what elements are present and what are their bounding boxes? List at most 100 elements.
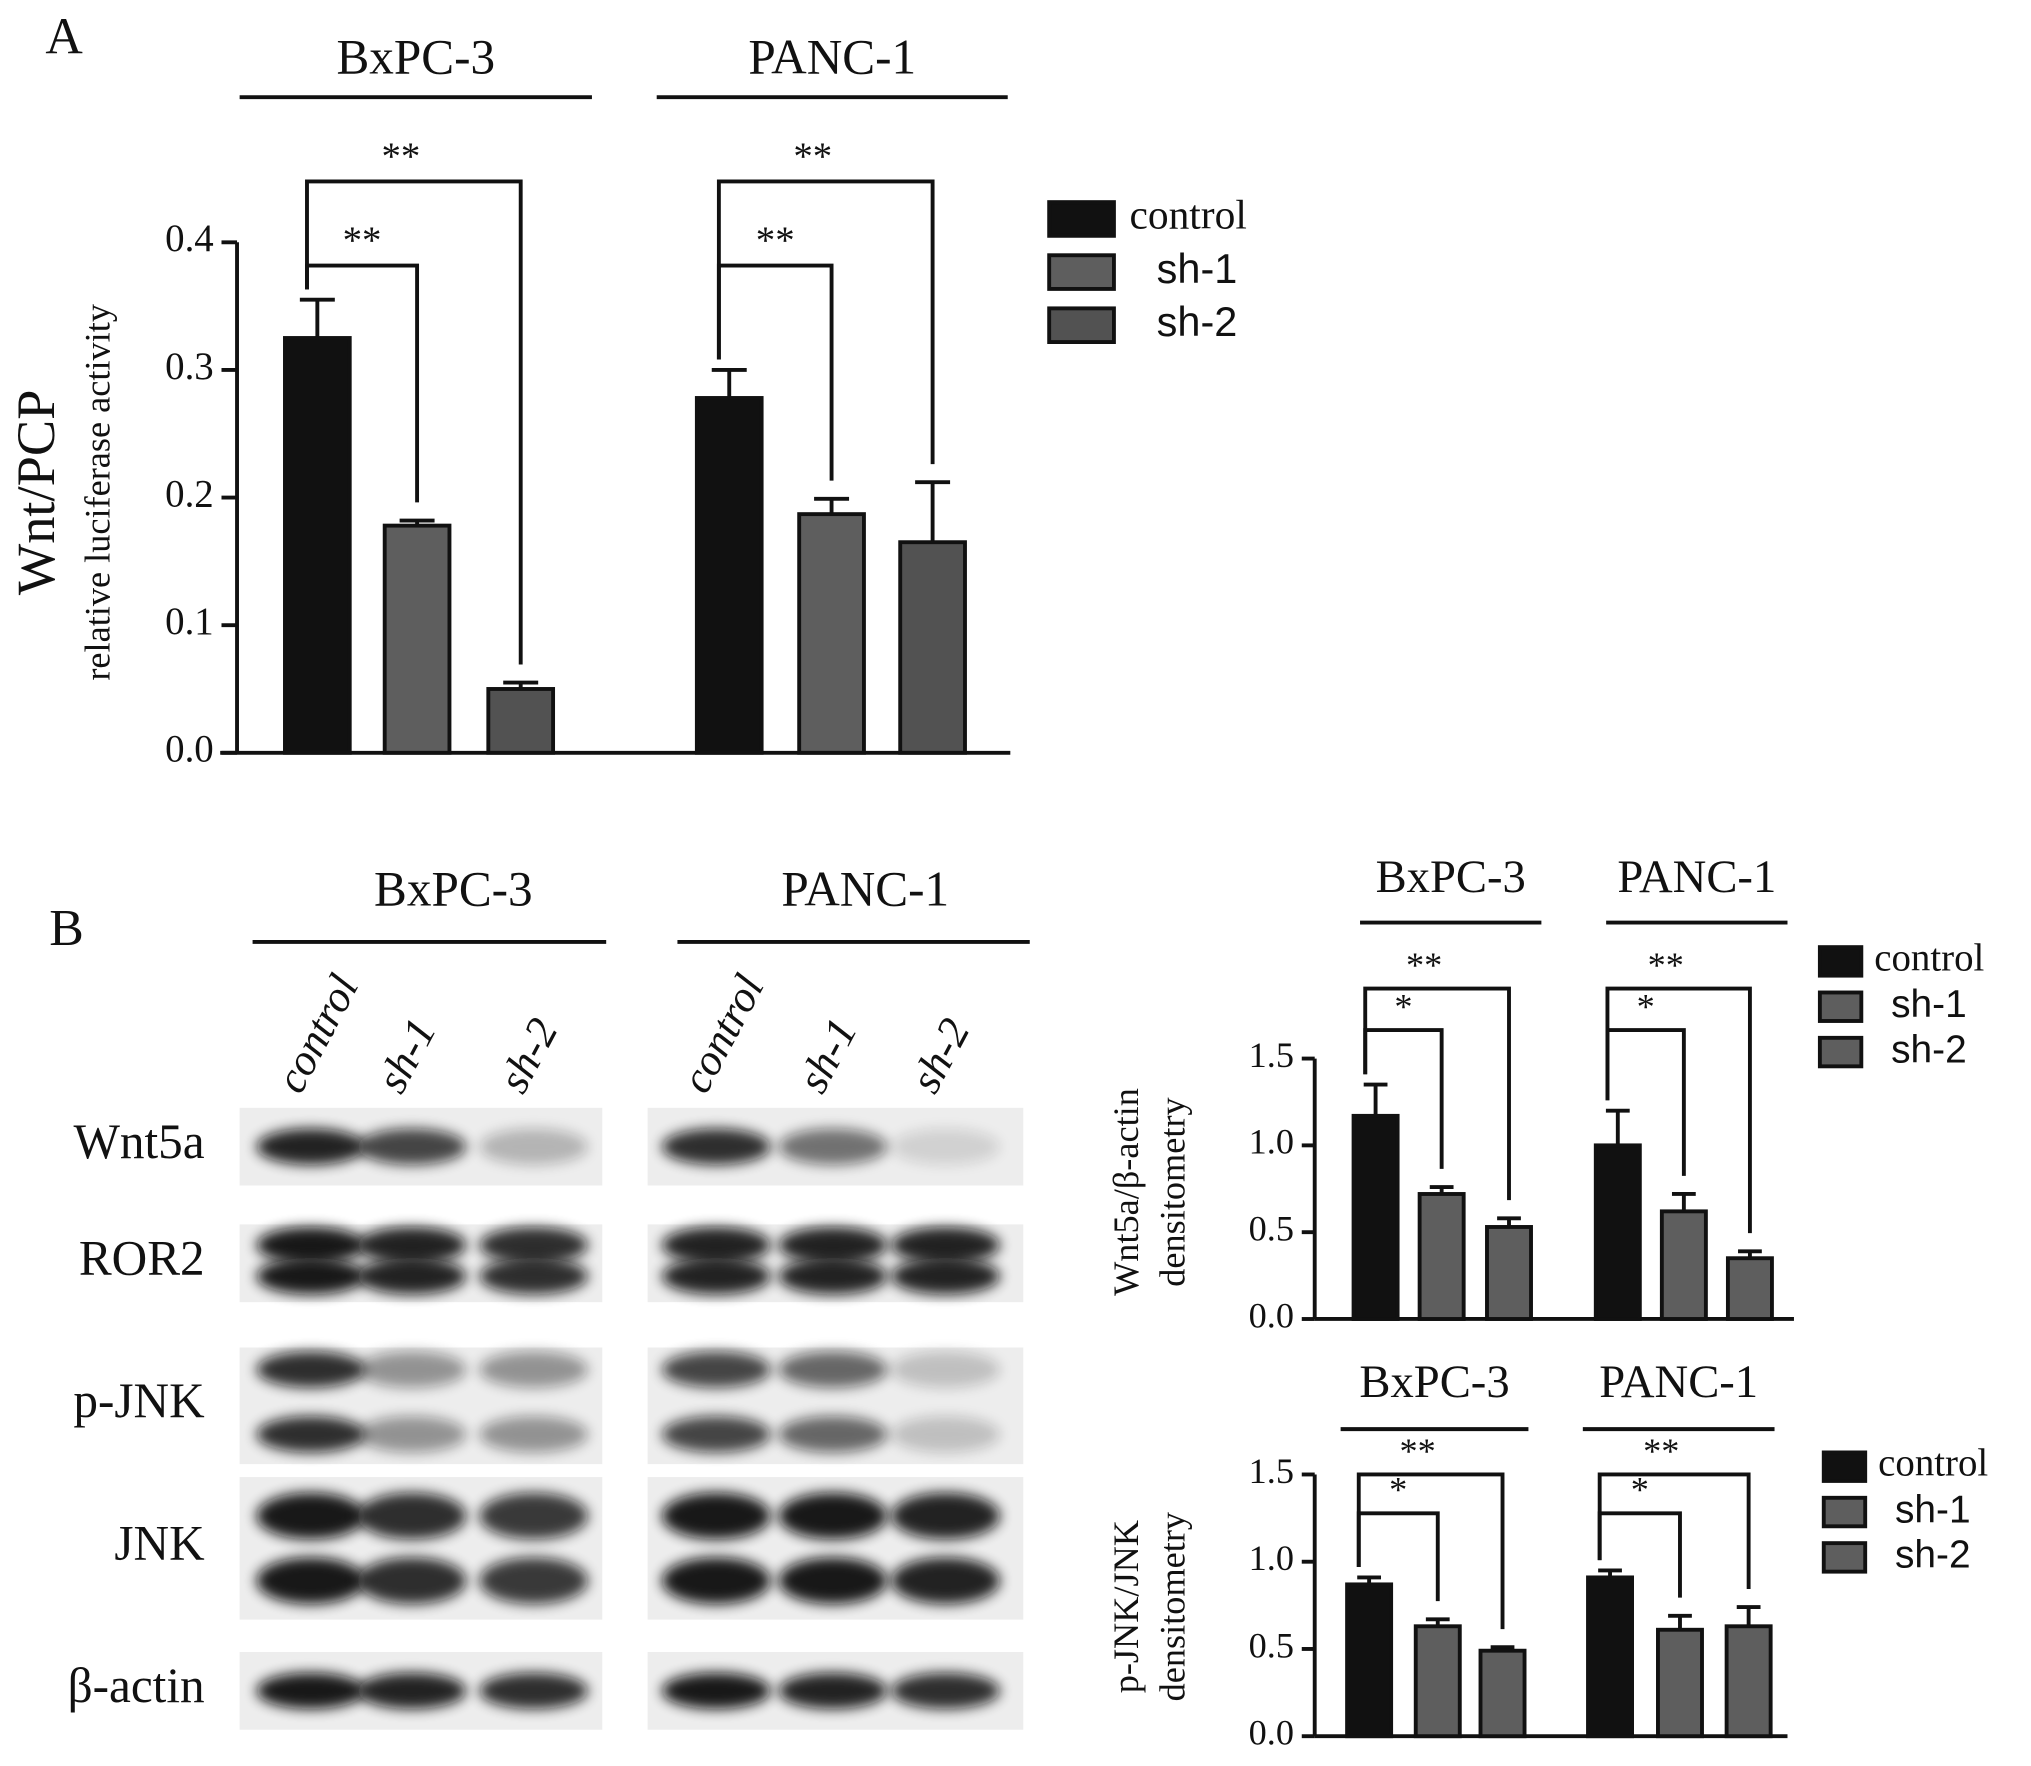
significance-label: **	[1643, 1431, 1679, 1471]
legend-label: sh-2	[1157, 298, 1238, 345]
blot-band	[891, 1672, 1000, 1709]
significance-bracket	[1597, 1472, 1751, 1589]
lane-label: sh-2	[489, 1010, 568, 1100]
significance-label: **	[381, 135, 420, 178]
blot-band	[357, 1351, 467, 1388]
blot-band	[661, 1492, 771, 1540]
bar	[1351, 1113, 1400, 1321]
legend-label: sh-1	[1895, 1488, 1971, 1531]
significance-bracket	[1363, 986, 1511, 1201]
y-tick-label: 1.5	[1249, 1451, 1294, 1491]
bar	[1724, 1624, 1773, 1739]
group-label: BxPC-3	[1359, 1356, 1509, 1408]
lane-label: sh-1	[788, 1010, 867, 1100]
y-tick-label: 0.3	[165, 345, 214, 388]
significance-label: *	[1637, 986, 1655, 1026]
blot-band	[357, 1492, 467, 1540]
bar	[1413, 1624, 1462, 1739]
blot-band	[479, 1258, 589, 1295]
blot-band	[891, 1416, 1000, 1453]
blot-band	[778, 1416, 888, 1453]
legend-swatch	[1821, 1495, 1868, 1529]
y-tick-label: 0.5	[1249, 1625, 1294, 1665]
blot-band	[479, 1416, 589, 1453]
blot-row-label: p-JNK	[73, 1373, 205, 1428]
legend-swatch	[1821, 1450, 1868, 1483]
bar	[1485, 1225, 1533, 1321]
blot-band	[256, 1128, 366, 1165]
blot-band	[256, 1492, 366, 1540]
bar	[1345, 1582, 1394, 1739]
significance-bracket	[1356, 1472, 1505, 1630]
blot-band	[891, 1227, 1000, 1264]
y-tick-label: 0.1	[165, 600, 214, 643]
bar	[382, 523, 452, 755]
blot-band	[891, 1351, 1000, 1388]
blot-band	[778, 1128, 888, 1165]
legend-label: sh-1	[1157, 245, 1238, 292]
blot-band	[891, 1258, 1000, 1295]
legend-label: control	[1878, 1442, 1988, 1485]
group-label: BxPC-3	[1376, 851, 1526, 903]
blot-band	[661, 1258, 771, 1295]
panel-label: B	[49, 900, 84, 957]
legend-swatch	[1821, 1541, 1868, 1574]
blot-group-label: BxPC-3	[374, 861, 533, 916]
y-axis-label: densitometry	[1152, 1512, 1192, 1701]
blot-band	[479, 1672, 589, 1709]
blot-band	[357, 1258, 467, 1295]
significance-bracket	[1605, 986, 1752, 1234]
blot-band	[479, 1128, 589, 1165]
blot-band	[256, 1227, 366, 1264]
blot-band	[661, 1672, 771, 1709]
bar	[1659, 1209, 1708, 1321]
bar	[1586, 1575, 1634, 1739]
bar	[486, 687, 556, 755]
significance-label: **	[756, 219, 795, 262]
blot-band	[891, 1557, 1000, 1605]
bar	[283, 336, 352, 755]
blot-band	[778, 1351, 888, 1388]
significance-label: **	[1400, 1431, 1436, 1471]
bar	[1478, 1648, 1527, 1739]
significance-bracket	[305, 179, 523, 665]
significance-bracket	[716, 179, 935, 465]
blot-band	[778, 1672, 888, 1709]
legend-swatch	[1817, 990, 1864, 1023]
bar	[797, 512, 866, 755]
bar	[694, 396, 764, 755]
blot-band	[661, 1416, 771, 1453]
blot-band	[256, 1258, 366, 1295]
significance-label: **	[1648, 945, 1684, 985]
panel-label: A	[45, 8, 83, 65]
blot-band	[479, 1227, 589, 1264]
significance-label: *	[1394, 986, 1412, 1026]
blot-band	[778, 1557, 888, 1605]
blot-band	[357, 1416, 467, 1453]
legend-swatch	[1047, 253, 1116, 291]
lane-label: control	[266, 967, 368, 1101]
blot-band	[891, 1492, 1000, 1540]
y-tick-label: 0.2	[165, 472, 214, 515]
blot-band	[661, 1128, 771, 1165]
y-tick-label: 0.0	[1249, 1295, 1294, 1335]
blot-band	[256, 1351, 366, 1388]
blot-band	[479, 1492, 589, 1540]
blot-row-label: ROR2	[79, 1231, 205, 1286]
significance-label: *	[1631, 1470, 1649, 1510]
group-label: PANC-1	[1617, 851, 1776, 903]
blot-row-label: β-actin	[68, 1658, 205, 1713]
legend-label: control	[1129, 191, 1246, 237]
significance-label: **	[1406, 945, 1442, 985]
blot-band	[357, 1128, 467, 1165]
legend-swatch	[1047, 306, 1116, 345]
bar	[1656, 1627, 1704, 1739]
significance-label: **	[343, 219, 382, 262]
bar	[1725, 1256, 1774, 1321]
blot-band	[778, 1492, 888, 1540]
legend-label: control	[1874, 936, 1984, 979]
legend-label: sh-2	[1895, 1534, 1971, 1577]
blot-band	[256, 1672, 366, 1709]
legend-label: sh-2	[1891, 1028, 1967, 1071]
lane-label: sh-2	[901, 1010, 980, 1100]
